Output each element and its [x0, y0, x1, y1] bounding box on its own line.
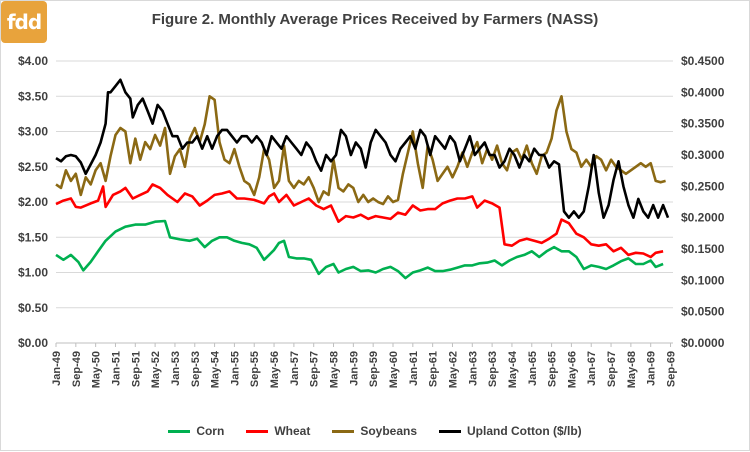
- y-right-tick-label: $0.4500: [681, 54, 725, 68]
- legend-label: Wheat: [274, 424, 311, 438]
- legend-item: Wheat: [246, 424, 310, 438]
- legend-item: Corn: [168, 424, 224, 438]
- x-tick-label: May-54: [210, 350, 222, 388]
- y-right-tick-label: $0.3000: [681, 148, 725, 162]
- series-line-upland-cotton-lb: [55, 78, 670, 219]
- y-right-tick-label: $0.2000: [681, 211, 725, 225]
- legend-swatch: [439, 429, 462, 433]
- y-right-tick-label: $0.1500: [681, 242, 725, 256]
- x-tick-label: Jan-51: [110, 351, 122, 386]
- x-tick-label: Sep-59: [368, 351, 380, 387]
- y-left-tick-label: $3.50: [18, 89, 48, 103]
- x-tick-label: Sep-55: [249, 351, 261, 387]
- x-tick-label: May-64: [507, 350, 519, 388]
- y-right-tick-label: $0.2500: [681, 179, 725, 193]
- x-tick-label: Sep-65: [547, 351, 559, 387]
- y-left-tick-label: $0.00: [18, 336, 48, 350]
- x-tick-label: May-62: [447, 351, 459, 388]
- y-left-tick-label: $4.00: [18, 54, 48, 68]
- chart-legend: Corn Wheat Soybeans Upland Cotton ($/lb): [1, 424, 749, 438]
- y-left-tick-label: $0.50: [18, 301, 48, 315]
- x-tick-label: Jan-65: [527, 351, 539, 386]
- x-tick-label: Jan-67: [586, 351, 598, 386]
- y-left-tick-label: $2.50: [18, 160, 48, 174]
- legend-item: Soybeans: [332, 424, 417, 438]
- series-line-wheat: [55, 183, 664, 259]
- series-line-soybeans: [55, 95, 666, 206]
- x-tick-label: Jan-69: [646, 351, 658, 386]
- x-tick-label: Sep-49: [71, 351, 83, 387]
- y-left-tick-label: $1.50: [18, 230, 48, 244]
- x-tick-label: Jan-49: [51, 351, 63, 386]
- x-tick-label: May-56: [269, 351, 281, 388]
- x-tick-label: Sep-67: [606, 351, 618, 387]
- x-tick-label: Sep-61: [428, 351, 440, 387]
- x-tick-label: Jan-63: [467, 351, 479, 386]
- y-right-tick-label: $0.0500: [681, 305, 725, 319]
- x-tick-label: Jan-53: [170, 351, 182, 386]
- x-tick-label: Jan-57: [289, 351, 301, 386]
- chart-title: Figure 2. Monthly Average Prices Receive…: [151, 11, 599, 28]
- y-left-tick-label: $1.00: [18, 266, 48, 280]
- y-right-tick-label: $0.0000: [681, 336, 725, 350]
- x-tick-label: Sep-63: [487, 351, 499, 387]
- y-left-tick-label: $3.00: [18, 125, 48, 139]
- legend-swatch: [168, 429, 191, 433]
- x-tick-label: May-68: [626, 351, 638, 388]
- x-tick-label: Sep-51: [130, 351, 142, 387]
- legend-label: Upland Cotton ($/lb): [467, 424, 582, 438]
- x-tick-label: May-66: [566, 351, 578, 388]
- x-tick-label: May-50: [91, 351, 103, 388]
- x-tick-label: Jan-61: [408, 351, 420, 386]
- x-tick-label: Sep-69: [666, 351, 678, 387]
- x-tick-label: Jan-55: [229, 351, 241, 386]
- x-tick-label: May-58: [329, 351, 341, 388]
- x-tick-label: Sep-53: [190, 351, 202, 387]
- x-tick-label: Jan-59: [348, 351, 360, 386]
- legend-item: Upland Cotton ($/lb): [439, 424, 582, 438]
- x-tick-label: May-52: [150, 351, 162, 388]
- y-left-tick-label: $2.00: [18, 195, 48, 209]
- legend-swatch: [332, 429, 355, 433]
- fdd-logo: fdd: [1, 1, 47, 43]
- y-right-tick-label: $0.3500: [681, 117, 725, 131]
- legend-label: Soybeans: [360, 424, 418, 438]
- y-right-tick-label: $0.4000: [681, 85, 725, 99]
- logo-text: fdd: [6, 10, 42, 34]
- legend-swatch: [246, 429, 269, 433]
- x-tick-label: Sep-57: [309, 351, 321, 387]
- legend-label: Corn: [196, 424, 225, 438]
- series-line-corn: [55, 219, 664, 280]
- y-right-tick-label: $0.1000: [681, 273, 725, 287]
- x-tick-label: May-60: [388, 351, 400, 388]
